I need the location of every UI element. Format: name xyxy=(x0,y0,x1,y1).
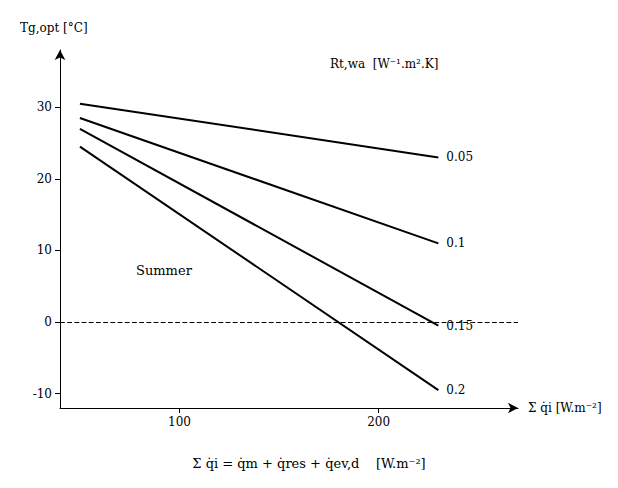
svg-text:0: 0 xyxy=(44,315,52,329)
svg-text:10: 10 xyxy=(37,243,52,257)
svg-text:Σ q̇i = q̇m + q̇res + q̇ev,d: Σ q̇i = q̇m + q̇res + q̇ev,d [W.m⁻²] xyxy=(192,456,425,471)
svg-text:Summer: Summer xyxy=(136,263,193,278)
svg-text:200: 200 xyxy=(367,415,390,429)
svg-text:Σ q̇i [W.m⁻²]: Σ q̇i [W.m⁻²] xyxy=(528,401,602,415)
svg-text:0.05: 0.05 xyxy=(446,150,473,164)
svg-text:0.15: 0.15 xyxy=(446,319,473,333)
svg-text:20: 20 xyxy=(37,172,52,186)
svg-text:0.1: 0.1 xyxy=(446,236,465,250)
svg-text:Tg,opt [°C]: Tg,opt [°C] xyxy=(20,21,88,35)
svg-text:30: 30 xyxy=(37,100,52,114)
svg-text:-10: -10 xyxy=(33,387,52,401)
svg-text:0.2: 0.2 xyxy=(446,383,465,397)
svg-text:Rt,wa [W⁻¹.m².K]: Rt,wa [W⁻¹.m².K] xyxy=(330,57,438,71)
svg-text:100: 100 xyxy=(168,415,191,429)
